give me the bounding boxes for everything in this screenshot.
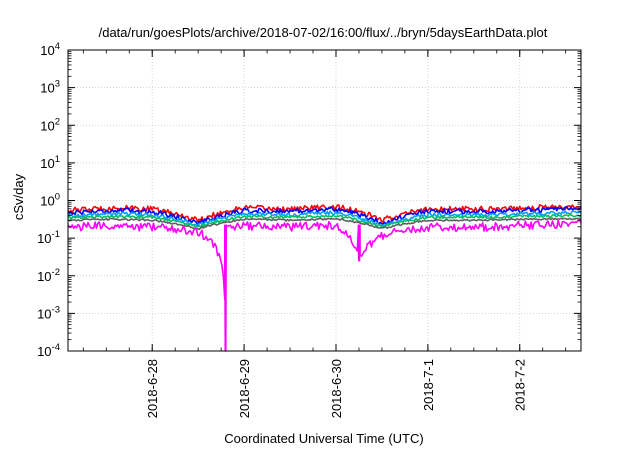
series-line: [67, 213, 582, 229]
x-tick-label: 2018-7-2: [513, 359, 528, 411]
y-tick-label: 103: [40, 79, 60, 96]
x-tick-label: 2018-6-30: [329, 359, 344, 418]
grid-lines: [68, 50, 581, 351]
y-tick-label: 10-2: [37, 267, 60, 284]
x-axis-label: Coordinated Universal Time (UTC): [224, 431, 423, 446]
series-layer: [67, 204, 582, 352]
y-tick-label: 100: [40, 192, 60, 209]
series-line: [67, 219, 582, 352]
y-tick-label: 104: [40, 41, 60, 58]
y-tick-label: 10-1: [37, 229, 60, 246]
series-line: [67, 217, 582, 230]
x-tick-label: 2018-6-29: [237, 359, 252, 418]
axis-ticks: 10-4 10-3 10-2 10-1 100 101 102 103 104 2018-6-28…: [37, 41, 581, 418]
y-tick-label: 102: [40, 116, 60, 133]
x-tick-label: 2018-7-1: [421, 359, 436, 411]
y-tick-label: 101: [40, 154, 60, 171]
y-axis-label: cSv/day: [11, 173, 26, 220]
plot-frame: [67, 49, 582, 352]
chart-title: /data/run/goesPlots/archive/2018-07-02/1…: [99, 25, 548, 40]
y-tick-label: 10-3: [37, 304, 60, 321]
x-tick-label: 2018-6-28: [145, 359, 160, 418]
series-line: [67, 206, 582, 227]
y-tick-label: 10-4: [37, 342, 60, 359]
